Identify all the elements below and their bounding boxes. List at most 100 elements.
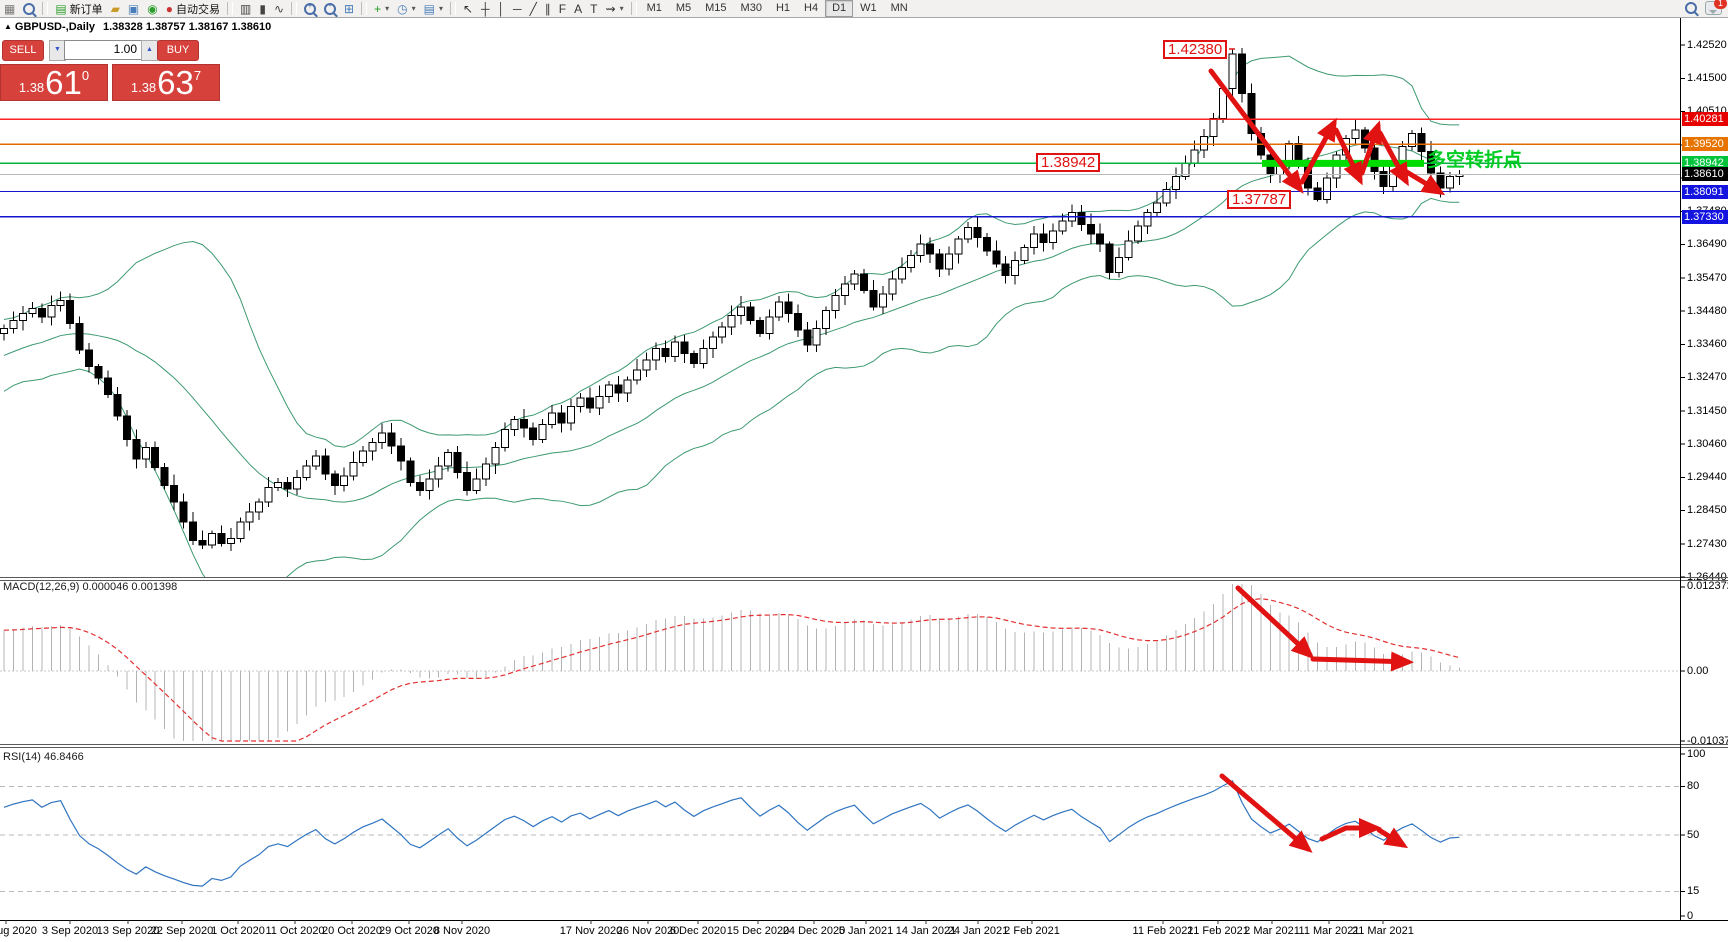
vertical-line-button[interactable]: │ [494,1,510,17]
collapse-triangle-icon[interactable]: ▲ [4,22,12,31]
volume-decrease-button[interactable]: ▼ [49,40,66,61]
text-button[interactable]: A [570,1,586,17]
price-axis-tick: 1.36490 [1687,238,1727,250]
zoom-in-icon: + [304,1,317,15]
arrows-icon: ⇝ [605,1,616,16]
buy-price-main: 63 [157,64,194,101]
indicators-button[interactable]: + ▾ [370,1,393,17]
timeframe-w1-button[interactable]: W1 [860,2,877,14]
cursor-button[interactable]: ↖ [459,1,477,17]
date-axis-label: 15 Dec 2020 [726,925,790,937]
pane-borders [0,17,1728,924]
price-axis-tick: 1.26440 [1687,570,1727,583]
date-axis-label: 13 Sep 2020 [96,925,160,937]
history-box-button[interactable]: ▰ [107,1,124,17]
buy-button[interactable]: BUY [157,40,199,61]
candlestick-chart-button[interactable]: ▮ [255,1,270,17]
buy-price-display[interactable]: 1.38 63 7 [112,64,220,101]
timeframe-h1-button[interactable]: H1 [775,2,791,14]
search-icon[interactable] [1685,2,1697,14]
annotation-arrows[interactable] [1208,48,1446,853]
history-box-icon: ▰ [110,1,120,16]
toolbar-group: ↖ ┼ │ ─ ╱ ∥ F A T ⇝ ▾ [459,0,628,17]
buy-price-pip: 7 [193,68,202,83]
horizontal-line-button[interactable]: ─ [509,1,526,17]
new-order-button[interactable]: ▤ 新订单 [51,1,106,17]
templates-button[interactable]: ▤ ▾ [420,1,447,17]
price-annotation-box[interactable]: 1.37787 [1227,190,1292,209]
sell-price-base: 1.38 [18,80,45,95]
timeframe-m5-button[interactable]: M5 [675,2,692,14]
toolbar-separator [42,2,49,15]
preview-button[interactable] [19,1,39,17]
price-trend-arrow [1377,130,1409,187]
candles-layer [0,47,1464,551]
toolbar-right: 1 [1685,0,1727,15]
periods-button[interactable]: ◷ ▾ [393,1,420,17]
date-axis-label: 2 Mar 2021 [1244,925,1300,937]
date-axis-label: 8 Nov 2020 [433,925,491,937]
chart-ohlc-values: 1.38328 1.38757 1.38167 1.38610 [103,21,272,33]
signals-button[interactable]: ◉ [143,1,161,17]
rsi-trend-arrow [1319,818,1382,842]
level-price-tag: 1.37330 [1682,209,1728,224]
chevron-down-icon: ▾ [411,4,416,13]
terminal-button[interactable]: ▣ [124,1,143,17]
date-axis-label: 3 Sep 2020 [41,925,99,937]
periods-icon: ◷ [397,1,408,16]
templates-icon: ▤ [423,1,435,16]
vertical-line-icon: │ [497,1,506,16]
timeframe-h4-button[interactable]: H4 [804,2,819,14]
rsi-trend-arrow [1219,773,1313,853]
fibonacci-button[interactable]: F [555,1,570,17]
tile-windows-button[interactable]: ⊞ [340,1,358,17]
price-trend-arrow [1299,117,1337,185]
arrows-button[interactable]: ⇝ ▾ [602,1,628,17]
equidistant-channel-button[interactable]: ∥ [541,1,555,17]
price-annotation-box[interactable]: 1.42380 [1163,40,1228,59]
chart-window-button[interactable]: ▦ [0,1,19,17]
date-axis-label: 24 Jan 2021 [947,925,1009,937]
price-axis-tick: 1.41500 [1687,72,1727,85]
date-axis-label: 5 Jan 2021 [838,925,894,937]
sell-price-display[interactable]: 1.38 61 0 [0,64,108,101]
timeframe-m1-button[interactable]: M1 [646,2,662,14]
main-toolbar: 1 ▦ ▤ 新订单 ▰ ▣ ◉ ● 自动交易 ▥ ▮ ∿ + - ⊞ + ▾ ◷ ▾ ▤ ▾ ↖ ┼ │ ─ ╱ ∥ F A T ⇝ ▾ M1… [0,0,1728,18]
rsi-axis-tick: 80 [1687,779,1700,792]
toolbar-separator [291,2,298,15]
chevron-down-icon: ▾ [438,4,443,13]
line-chart-button[interactable]: ∿ [270,1,288,17]
timeframe-m30-button[interactable]: M30 [740,2,762,14]
date-axis-label: 11 Oct 2020 [265,925,325,937]
crosshair-button[interactable]: ┼ [477,1,494,17]
bar-chart-button[interactable]: ▥ [236,1,255,17]
rsi-label: RSI(14) 46.8466 [3,751,84,763]
macd-label: MACD(12,26,9) 0.000046 0.001398 [3,581,178,593]
date-axis-label: 17 Nov 2020 [559,925,623,937]
autotrading-button[interactable]: ● 自动交易 [162,1,224,17]
timeframe-mn-button[interactable]: MN [890,2,908,14]
date-axis-label: 20 Oct 2020 [322,925,382,937]
volume-input[interactable]: 1.00 [64,40,142,60]
toolbar-button-label: 自动交易 [176,3,220,16]
trendline-button[interactable]: ╱ [526,1,541,17]
thick-green-support-line[interactable] [1262,159,1424,167]
notifications-icon[interactable]: 1 [1705,0,1727,15]
price-axis-tick: 1.30460 [1687,437,1727,450]
macd-axis-tick: 0.00 [1687,664,1709,677]
zoom-out-button[interactable]: - [320,1,340,17]
date-axis-label: 2 Feb 2021 [1004,925,1060,937]
bull-bear-turning-point-label: 多空转折点 [1427,150,1523,171]
toolbar-separator [449,2,456,15]
timeframe-m15-button[interactable]: M15 [705,2,727,14]
timeframe-d1-button[interactable]: D1 [825,0,854,17]
text-label-button[interactable]: T [586,1,601,17]
price-annotation-box[interactable]: 1.38942 [1036,153,1101,172]
volume-increase-button[interactable]: ▲ [141,40,158,61]
sell-button[interactable]: SELL [2,40,44,61]
zoom-in-button[interactable]: + [300,1,320,17]
sell-price-pip: 0 [81,68,90,83]
date-axis-label: 21 Feb 2021 [1187,925,1249,937]
text-label-icon: T [590,1,598,16]
